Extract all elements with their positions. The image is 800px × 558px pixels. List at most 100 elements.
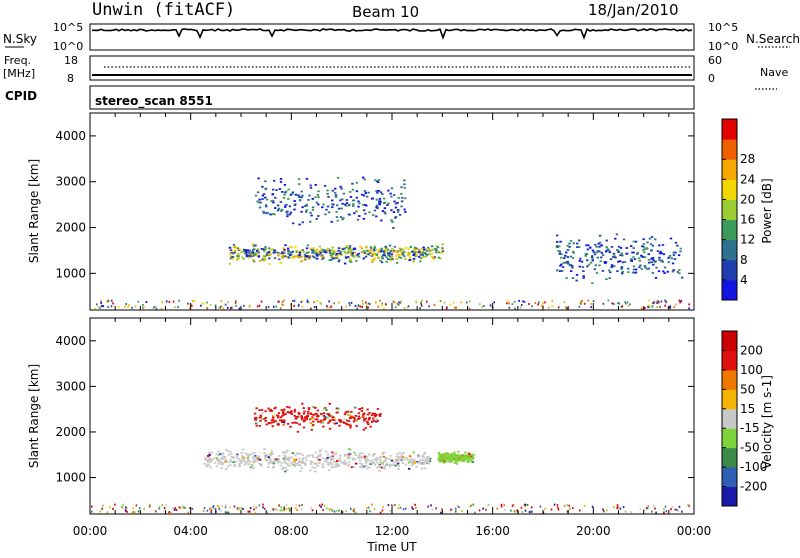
data-cell xyxy=(578,305,581,308)
data-cell xyxy=(226,465,230,468)
data-cell xyxy=(489,304,492,307)
data-cell xyxy=(371,412,375,415)
data-cell xyxy=(213,461,217,464)
data-cell xyxy=(264,420,267,422)
data-cell xyxy=(438,455,441,457)
data-cell xyxy=(400,300,402,303)
data-cell xyxy=(374,179,377,182)
data-cell xyxy=(323,185,327,187)
data-cell xyxy=(412,260,415,263)
data-cell xyxy=(616,249,619,251)
data-cell xyxy=(266,253,269,255)
data-cell xyxy=(284,467,287,469)
data-cell xyxy=(393,245,396,248)
data-cell xyxy=(283,460,286,463)
data-cell xyxy=(369,510,371,513)
data-cell xyxy=(472,453,475,456)
data-cell xyxy=(249,507,252,509)
data-cell xyxy=(348,453,352,455)
data-cell xyxy=(647,507,650,510)
data-cell xyxy=(301,206,304,209)
data-cell xyxy=(289,194,292,196)
data-cell xyxy=(270,421,273,424)
data-cell xyxy=(301,417,304,419)
data-cell xyxy=(347,454,350,456)
data-cell xyxy=(349,261,353,263)
data-cell xyxy=(293,410,297,413)
velocity-y-axis-label: Slant Range [km] xyxy=(27,364,41,468)
data-cell xyxy=(613,506,615,509)
colorbar-tick-label: 200 xyxy=(740,343,763,357)
data-cell xyxy=(635,268,638,271)
data-cell xyxy=(279,419,282,422)
data-cell xyxy=(305,417,308,419)
data-cell xyxy=(468,456,471,459)
data-cell xyxy=(469,505,472,508)
data-cell xyxy=(224,303,227,306)
colorbar-tick-label: 16 xyxy=(740,213,755,227)
data-cell xyxy=(396,302,399,305)
data-cell xyxy=(353,248,357,250)
data-cell xyxy=(288,458,291,460)
data-cell xyxy=(374,248,377,251)
data-cell xyxy=(161,504,163,506)
data-cell xyxy=(419,260,422,263)
data-cell xyxy=(319,249,322,252)
data-cell xyxy=(309,460,313,463)
data-cell xyxy=(328,249,332,252)
data-cell xyxy=(346,423,349,426)
data-cell xyxy=(526,504,529,506)
data-cell xyxy=(288,213,292,216)
data-cell xyxy=(326,456,329,459)
data-cell xyxy=(647,505,650,508)
data-cell xyxy=(445,307,448,310)
data-cell xyxy=(318,450,321,453)
data-cell xyxy=(609,271,612,274)
data-cell xyxy=(251,243,255,246)
data-cell xyxy=(233,505,236,508)
data-cell xyxy=(291,191,295,194)
data-cell xyxy=(329,415,332,417)
data-cell xyxy=(371,503,373,506)
data-cell xyxy=(183,506,185,509)
data-cell xyxy=(471,461,475,463)
data-cell xyxy=(351,182,354,185)
data-cell xyxy=(295,504,297,507)
data-cell xyxy=(331,451,334,454)
data-cell xyxy=(227,453,230,456)
data-cell xyxy=(285,507,288,510)
data-cell xyxy=(330,259,333,261)
data-cell xyxy=(315,253,318,256)
data-cell xyxy=(261,258,264,261)
data-cell xyxy=(383,211,386,213)
data-cell xyxy=(383,254,386,257)
data-cell xyxy=(364,458,367,461)
data-cell xyxy=(372,214,375,216)
data-cell xyxy=(282,197,286,199)
data-cell xyxy=(259,260,262,262)
data-cell xyxy=(264,196,267,199)
data-cell xyxy=(286,210,289,213)
data-cell xyxy=(355,196,358,199)
data-cell xyxy=(392,249,396,252)
data-cell xyxy=(294,193,297,196)
data-cell xyxy=(236,457,239,460)
data-cell xyxy=(301,249,304,252)
data-cell xyxy=(421,256,424,259)
freq-label: Freq. xyxy=(4,54,31,67)
data-cell xyxy=(355,210,358,213)
data-cell xyxy=(386,204,389,206)
data-cell xyxy=(348,251,351,254)
data-cell xyxy=(357,255,361,258)
data-cell xyxy=(463,456,466,459)
data-cell xyxy=(407,459,410,461)
data-cell xyxy=(317,196,320,198)
data-cell xyxy=(558,245,561,248)
data-cell xyxy=(440,454,443,457)
data-cell xyxy=(317,415,320,417)
data-cell xyxy=(400,186,403,189)
data-cell xyxy=(339,216,343,218)
data-cell xyxy=(281,303,283,306)
data-cell xyxy=(337,249,340,252)
data-cell xyxy=(627,267,630,270)
